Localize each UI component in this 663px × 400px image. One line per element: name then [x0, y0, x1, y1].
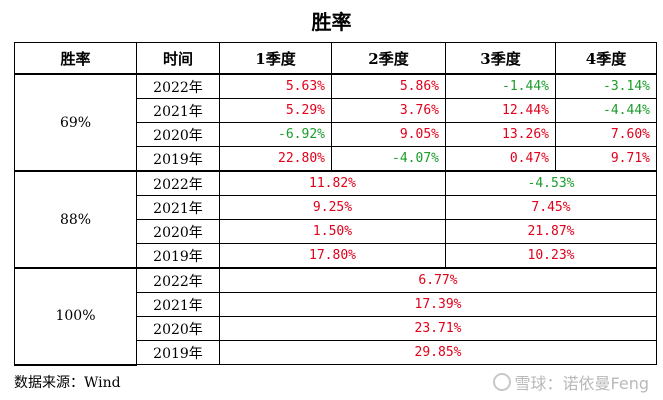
- value-cell: 7.45%: [445, 195, 657, 220]
- year-cell: 2019年: [136, 340, 220, 365]
- value-cell: -4.53%: [445, 170, 657, 196]
- value-cell: 6.77%: [219, 267, 657, 293]
- value-cell: 5.29%: [219, 98, 332, 123]
- table-title: 胜率: [311, 10, 352, 34]
- value-cell: 29.85%: [219, 340, 657, 365]
- value-cell: -3.14%: [555, 73, 657, 99]
- year-cell: 2022年: [136, 170, 220, 196]
- value-cell: 9.25%: [219, 195, 446, 220]
- header-q4: 4季度: [555, 42, 657, 75]
- header-q2: 2季度: [331, 42, 446, 75]
- year-cell: 2019年: [136, 146, 220, 172]
- value-cell: -1.44%: [445, 73, 556, 99]
- year-cell: 2022年: [136, 267, 220, 293]
- win-rate-cell: 88%: [14, 170, 137, 269]
- year-cell: 2020年: [136, 316, 220, 341]
- table-row: 2021年 9.25% 7.45%: [15, 195, 657, 220]
- value-cell: 17.39%: [219, 292, 657, 317]
- value-cell: 23.71%: [219, 316, 657, 341]
- value-cell: 22.80%: [219, 146, 332, 172]
- table-row: 2021年 5.29% 3.76% 12.44% -4.44%: [15, 98, 657, 123]
- snowball-logo-icon: [492, 373, 511, 391]
- watermark-text: 雪球：诺依曼Feng: [514, 374, 649, 393]
- table-row: 2020年 23.71%: [15, 316, 657, 341]
- value-cell: 21.87%: [445, 219, 657, 244]
- value-cell: 13.26%: [445, 122, 556, 147]
- win-rate-table: 胜率 时间 1季度 2季度 3季度 4季度 69% 2022年 5.63% 5.…: [14, 42, 657, 366]
- value-cell: 5.86%: [331, 73, 446, 99]
- table-row: 2019年 22.80% -4.07% 0.47% 9.71%: [15, 146, 657, 172]
- header-row: 胜率 时间 1季度 2季度 3季度 4季度: [14, 42, 657, 75]
- year-cell: 2019年: [136, 243, 220, 269]
- win-rate-cell: 100%: [14, 267, 137, 366]
- value-cell: 11.82%: [219, 170, 446, 196]
- value-cell: -6.92%: [219, 122, 332, 147]
- watermark: 雪球：诺依曼Feng: [492, 370, 649, 394]
- win-rate-cell: 69%: [14, 73, 137, 172]
- year-cell: 2022年: [136, 73, 220, 99]
- value-cell: 7.60%: [555, 122, 657, 147]
- value-cell: 9.71%: [555, 146, 657, 172]
- table-row: 2020年 1.50% 21.87%: [15, 219, 657, 244]
- year-cell: 2020年: [136, 122, 220, 147]
- table-row: 69% 2022年 5.63% 5.86% -1.44% -3.14%: [14, 73, 657, 172]
- value-cell: 17.80%: [219, 243, 446, 269]
- year-cell: 2021年: [136, 98, 220, 123]
- value-cell: 3.76%: [331, 98, 446, 123]
- value-cell: 10.23%: [445, 243, 657, 269]
- header-q3: 3季度: [445, 42, 556, 75]
- year-cell: 2021年: [136, 195, 220, 220]
- table-row: 100% 2022年 6.77%: [14, 267, 657, 366]
- header-time: 时间: [136, 42, 220, 75]
- header-q1: 1季度: [219, 42, 332, 75]
- year-cell: 2020年: [136, 219, 220, 244]
- table-row: 2021年 17.39%: [15, 292, 657, 317]
- table-row: 2020年 -6.92% 9.05% 13.26% 7.60%: [15, 122, 657, 147]
- value-cell: 5.63%: [219, 73, 332, 99]
- value-cell: -4.44%: [555, 98, 657, 123]
- value-cell: 12.44%: [445, 98, 556, 123]
- table-row: 2019年 17.80% 10.23%: [15, 243, 657, 269]
- value-cell: 9.05%: [331, 122, 446, 147]
- data-source-note: 数据来源：Wind: [14, 375, 121, 391]
- table-row: 2019年 29.85%: [15, 340, 657, 365]
- header-win-rate: 胜率: [14, 42, 137, 75]
- value-cell: -4.07%: [331, 146, 446, 172]
- value-cell: 0.47%: [445, 146, 556, 172]
- year-cell: 2021年: [136, 292, 220, 317]
- value-cell: 1.50%: [219, 219, 446, 244]
- table-row: 88% 2022年 11.82% -4.53%: [14, 170, 657, 269]
